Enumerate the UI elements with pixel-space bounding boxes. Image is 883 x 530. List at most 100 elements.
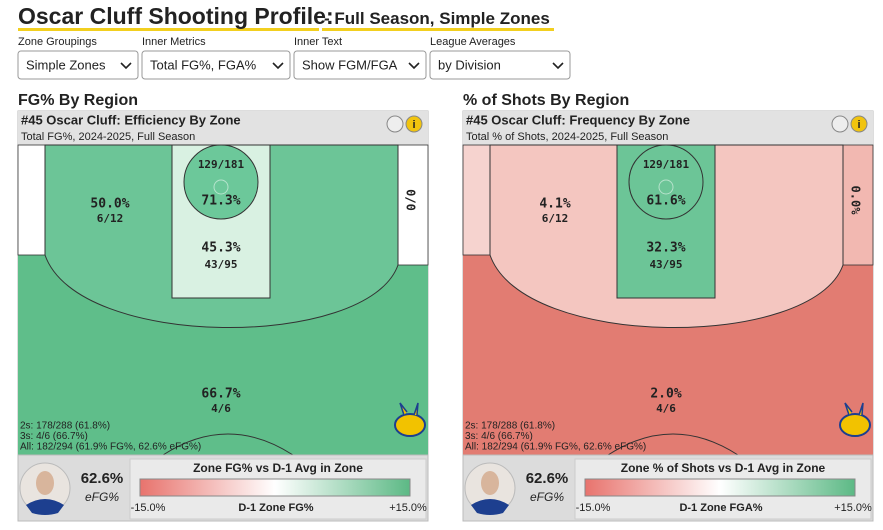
dropdown-value[interactable]: Total FG%, FGA% [150, 57, 257, 72]
zone-pct: 45.3% [201, 241, 240, 256]
zone-made: 4/6 [656, 402, 676, 415]
title-underline [18, 28, 319, 31]
legend-title: Zone % of Shots vs D-1 Avg in Zone [621, 461, 826, 475]
dropdown-box[interactable] [17, 50, 139, 80]
efg-value: 62.6% [81, 470, 124, 487]
court: 129/181 61.6% 32.3% 43/95 4.1%6/12 0.0% 2.0%4/… [462, 144, 874, 456]
control-label: Inner Text [294, 36, 342, 48]
subtitle-part: Simple Zones [439, 9, 550, 28]
dropdown[interactable]: by Division [429, 50, 571, 80]
stat-line: 3s: 4/6 (66.7%) [465, 431, 533, 442]
info-icon[interactable] [850, 115, 868, 133]
hoop [658, 179, 674, 195]
zone-pct: 2.0% [650, 387, 681, 402]
control-label: Zone Groupings [18, 36, 97, 48]
zone-pct: 50.0% [90, 197, 129, 212]
zone-pct: 66.7% [201, 387, 240, 402]
hoop [213, 179, 229, 195]
zone-pct: 32.3% [646, 241, 685, 256]
legend-label: D-1 Zone FGA% [679, 502, 762, 514]
subtitle-part: , [430, 9, 439, 28]
dropdown-arrow[interactable] [272, 62, 284, 70]
zone-right-corner [842, 144, 874, 266]
efg-label: eFG% [85, 490, 119, 504]
zone-pct: 4.1% [539, 197, 570, 212]
zone-pct: 0/0 [404, 189, 418, 211]
player-photo-face [36, 471, 54, 495]
stat-line: 2s: 178/288 (61.8%) [465, 421, 555, 432]
footer: 62.6% eFG% Zone % of Shots vs D-1 Avg in Z… [462, 454, 874, 522]
zone-right-corner [397, 144, 429, 266]
court: 129/181 71.3% 45.3% 43/95 50.0%6/12 0/0 66.7%4… [17, 144, 429, 456]
zone-pct: 0.0% [849, 186, 863, 216]
panel-subtitle: Total % of Shots, 2024-2025, Full Season [466, 131, 668, 143]
zone-left-corner [17, 144, 46, 256]
efg-value: 62.6% [526, 470, 569, 487]
zone-made: 4/6 [211, 402, 231, 415]
zone-pct: 61.6% [646, 194, 685, 209]
subtitle-underline [322, 28, 554, 31]
zone-made: 6/12 [97, 212, 124, 225]
zone-made: 129/181 [643, 158, 690, 171]
section-title: FG% By Region [18, 92, 138, 109]
dropdown-box[interactable] [293, 50, 427, 80]
stat-line: All: 182/294 (61.9% FG%, 62.6% eFG%) [20, 442, 201, 453]
panel-title: #45 Oscar Cluff: Efficiency By Zone [21, 112, 241, 127]
player-photo-jersey [26, 499, 64, 515]
legend-gradient [139, 478, 411, 497]
dropdown-arrow[interactable] [408, 62, 420, 70]
legend-min: -15.0% [576, 502, 611, 514]
page-subtitle: - Full Season, Simple Zones [324, 9, 550, 28]
zone-pct: 71.3% [201, 194, 240, 209]
control-label: League Averages [430, 36, 516, 48]
dropdown-value[interactable]: by Division [438, 57, 501, 72]
toggle-icon[interactable] [386, 115, 404, 133]
zone-rim [628, 144, 704, 220]
dropdown-value[interactable]: Show FGM/FGA [302, 57, 398, 72]
team-logo-ears [844, 402, 864, 416]
dropdown[interactable]: Simple Zones [17, 50, 139, 80]
dropdown-arrow[interactable] [120, 62, 132, 70]
player-photo-jersey [471, 499, 509, 515]
center-arc [162, 433, 294, 456]
team-logo [394, 413, 426, 437]
info-icon[interactable] [405, 115, 423, 133]
legend-min: -15.0% [131, 502, 166, 514]
subtitle-part: - Full Season [324, 9, 430, 28]
page-title: Oscar Cluff Shooting Profile: [18, 3, 334, 29]
zone-made: 129/181 [198, 158, 245, 171]
dropdown-box[interactable] [141, 50, 291, 80]
legend-max: +15.0% [389, 502, 427, 514]
legend-max: +15.0% [834, 502, 872, 514]
dropdown-box[interactable] [429, 50, 571, 80]
zone-made: 43/95 [204, 258, 237, 271]
dropdown[interactable]: Show FGM/FGA [293, 50, 427, 80]
info-icon-text: i [412, 119, 415, 131]
stat-line: All: 182/294 (61.9% FG%, 62.6% eFG%) [465, 442, 646, 453]
zone-made: 43/95 [649, 258, 682, 271]
control-label: Inner Metrics [142, 36, 206, 48]
center-arc [607, 433, 739, 456]
dropdown-arrow[interactable] [552, 62, 564, 70]
panel-subtitle: Total FG%, 2024-2025, Full Season [21, 131, 195, 143]
legend-title: Zone FG% vs D-1 Avg in Zone [193, 461, 363, 475]
section-title: % of Shots By Region [463, 92, 629, 109]
zone-rim [183, 144, 259, 220]
legend-gradient [584, 478, 856, 497]
team-logo [839, 413, 871, 437]
footer: 62.6% eFG% Zone FG% vs D-1 Avg in Zone -15.… [17, 454, 429, 522]
dropdown[interactable]: Total FG%, FGA% [141, 50, 291, 80]
legend-label: D-1 Zone FG% [238, 502, 313, 514]
efg-label: eFG% [530, 490, 564, 504]
team-logo-ears [399, 402, 419, 416]
zone-left-corner [462, 144, 491, 256]
zone-made: 6/12 [542, 212, 569, 225]
panel-title: #45 Oscar Cluff: Frequency By Zone [466, 112, 690, 127]
toggle-icon[interactable] [831, 115, 849, 133]
dropdown-value[interactable]: Simple Zones [26, 57, 106, 72]
stat-line: 2s: 178/288 (61.8%) [20, 421, 110, 432]
player-photo-face [481, 471, 499, 495]
info-icon-text: i [857, 119, 860, 131]
panel-header [463, 111, 873, 145]
